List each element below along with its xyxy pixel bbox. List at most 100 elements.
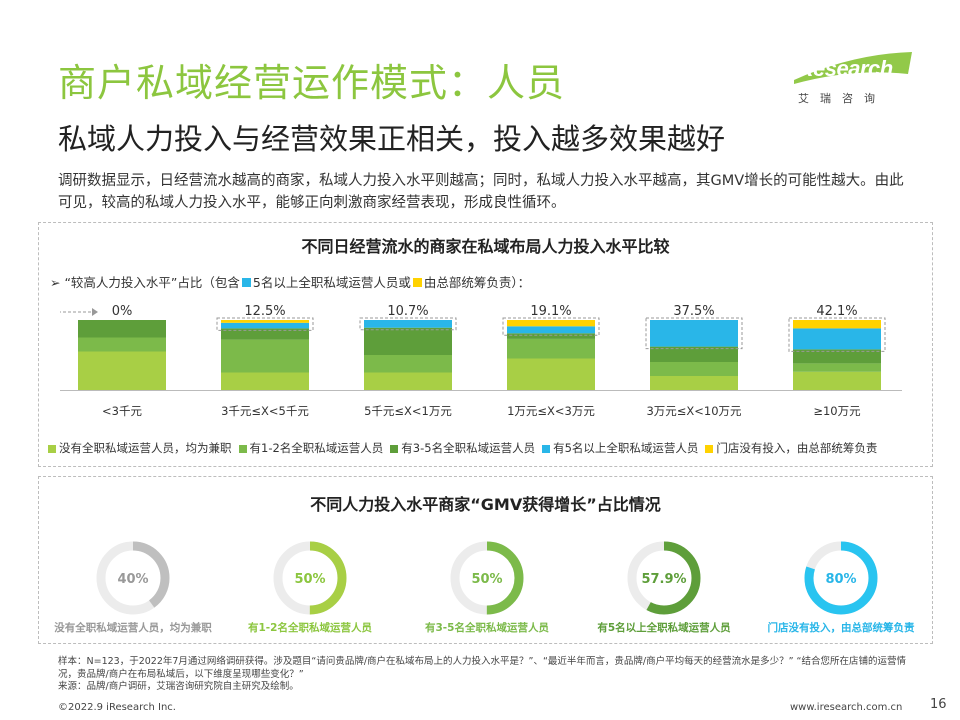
page-number: 16 <box>930 697 947 712</box>
page-title: 商户私域经营运作模式：人员 <box>58 61 566 105</box>
category-label: 1万元≤X<3万元 <box>507 404 595 418</box>
bar-segment <box>78 351 166 390</box>
bar-segment <box>221 320 309 323</box>
donut-category-label: 有5名以上全职私域运营人员 <box>597 621 731 634</box>
pointer-line <box>60 311 95 313</box>
highlight-box <box>359 317 457 331</box>
bar-segment <box>221 322 309 329</box>
note-prefix: ➢ “较高人力投入水平”占比（包含 <box>50 275 240 290</box>
bar-segment <box>650 346 738 362</box>
bar-segment <box>364 320 452 328</box>
bar-segment <box>364 355 452 373</box>
iresearch-logo: iResearch 艾瑞咨询 <box>792 50 914 112</box>
category-label: 3万元≤X<10万元 <box>646 404 742 418</box>
bar-segment <box>793 371 881 390</box>
donut-value-label: 50% <box>294 572 325 587</box>
footnote-sample: 样本：N=123，于2022年7月通过网络调研获得。涉及题目“请问贵品牌/商户在… <box>58 656 906 680</box>
donut-arc <box>627 541 701 615</box>
high-investment-note: ➢ “较高人力投入水平”占比（包含 5名以上全职私域运营人员或 由总部统筹负责）： <box>50 272 530 291</box>
bar-segment <box>507 326 595 334</box>
copyright: ©2022.9 iResearch Inc. <box>58 702 176 713</box>
bar-segment <box>507 333 595 339</box>
bar-segment <box>78 337 166 352</box>
note-mid: 5名以上全职私域运营人员或 <box>252 275 411 290</box>
bar-segment <box>507 320 595 327</box>
bar-top-label: 42.1% <box>816 304 857 319</box>
bar-segment <box>78 320 166 338</box>
logo-word: iResearch <box>792 56 893 81</box>
chart-panel-bar: 不同日经营流水的商家在私域布局人力投入水平比较 <box>38 222 933 467</box>
donut-value-label: 80% <box>825 572 856 587</box>
intro-paragraph: 调研数据显示，日经营流水越高的商家，私域人力投入水平则越高；同时，私域人力投入水… <box>58 173 904 211</box>
category-label: 5千元≤X<1万元 <box>364 404 452 418</box>
legend-item: 门店没有投入，由总部统筹负责 <box>705 440 877 456</box>
website-link[interactable]: www.iresearch.com.cn <box>790 702 903 713</box>
blue-swatch-icon <box>241 278 251 287</box>
bar-segment <box>507 358 595 390</box>
legend-item: 有5名以上全职私域运营人员 <box>542 440 698 456</box>
highlight-box <box>788 317 886 352</box>
page-subtitle: 私域人力投入与经营效果正相关，投入越多效果越好 <box>58 122 726 156</box>
bar-top-label: 12.5% <box>244 304 285 319</box>
footnote-source: 来源：品牌/商户调研，艾瑞咨询研究院自主研究及绘制。 <box>58 681 299 692</box>
bar-top-label: 10.7% <box>387 304 428 319</box>
donut-category-label: 有1-2名全职私域运营人员 <box>248 621 372 634</box>
logo-swoosh-icon <box>794 52 912 84</box>
donut-category-label: 有3-5名全职私域运营人员 <box>425 621 549 634</box>
legend-swatch-icon <box>238 444 247 453</box>
bar-segment <box>364 327 452 355</box>
donut-value-label: 50% <box>471 572 502 587</box>
bar-segment <box>793 349 881 364</box>
bar-segment <box>793 363 881 372</box>
donut-arc <box>804 541 878 615</box>
legend-swatch-icon <box>542 444 551 453</box>
category-label: ≥10万元 <box>813 404 861 418</box>
legend-item: 有1-2名全职私域运营人员 <box>238 440 384 456</box>
bar-legend: 没有全职私域运营人员，均为兼职 有1-2名全职私域运营人员 有3-5名全职私域运营人… <box>48 440 928 456</box>
bar-segment <box>793 320 881 329</box>
donut-value-label: 57.9% <box>641 572 686 587</box>
category-label: <3千元 <box>102 404 142 418</box>
bar-segment <box>221 339 309 373</box>
yellow-swatch-icon <box>412 278 422 287</box>
legend-label: 门店没有投入，由总部统筹负责 <box>716 441 878 455</box>
category-label: 3千元≤X<5千元 <box>221 404 309 418</box>
donut-arc <box>450 541 524 615</box>
donut-category-label: 没有全职私域运营人员，均为兼职 <box>54 621 212 634</box>
stacked-bar-chart: 0% <3千元 12.5% 3千元≤X<5千元 10.7% 5千元≤X<1万元 19.1% 1… <box>60 304 902 418</box>
legend-swatch-icon <box>48 444 56 453</box>
bar-top-label: 19.1% <box>530 304 571 319</box>
bar-segment <box>650 376 738 390</box>
note-suffix: 由总部统筹负责）： <box>423 275 531 290</box>
pointer-arrow-icon <box>92 308 98 316</box>
bar-chart-title: 不同日经营流水的商家在私域布局人力投入水平比较 <box>301 237 670 256</box>
bar-segment <box>793 328 881 350</box>
highlight-box <box>216 317 314 331</box>
donut-category-label: 门店没有投入，由总部统筹负责 <box>768 621 915 634</box>
bar-segment <box>221 372 309 390</box>
bar-top-label: 0% <box>112 304 133 319</box>
highlight-box <box>502 317 600 336</box>
donut-arc <box>96 541 170 615</box>
bar-segment <box>650 320 738 347</box>
legend-item: 有3-5名全职私域运营人员 <box>390 440 535 456</box>
donut-value-label: 40% <box>117 572 148 587</box>
legend-swatch-icon <box>390 444 399 453</box>
legend-label: 没有全职私域运营人员，均为兼职 <box>59 441 232 455</box>
bar-segment <box>364 372 452 390</box>
bar-segment <box>507 338 595 359</box>
donut-arc <box>273 541 347 615</box>
legend-label: 有1-2名全职私域运营人员 <box>249 441 384 455</box>
donut-charts: 40% 没有全职私域运营人员，均为兼职 50% 有1-2名全职私域运营人员 50% 有3-… <box>54 541 915 634</box>
bar-segment <box>221 328 309 340</box>
donut-chart-title: 不同人力投入水平商家“GMV获得增长”占比情况 <box>310 495 661 514</box>
footnote: 样本：N=123，于2022年7月通过网络调研获得。涉及题目“请问贵品牌/商户在… <box>58 656 918 694</box>
highlight-box <box>645 317 743 350</box>
legend-swatch-icon <box>705 444 714 453</box>
bar-top-label: 37.5% <box>673 304 714 319</box>
legend-label: 有3-5名全职私域运营人员 <box>401 441 536 455</box>
legend-item: 没有全职私域运营人员，均为兼职 <box>48 440 232 456</box>
legend-label: 有5名以上全职私域运营人员 <box>553 441 699 455</box>
logo-cn: 艾瑞咨询 <box>798 92 886 105</box>
chart-panel-donut: 不同人力投入水平商家“GMV获得增长”占比情况 <box>38 476 933 644</box>
